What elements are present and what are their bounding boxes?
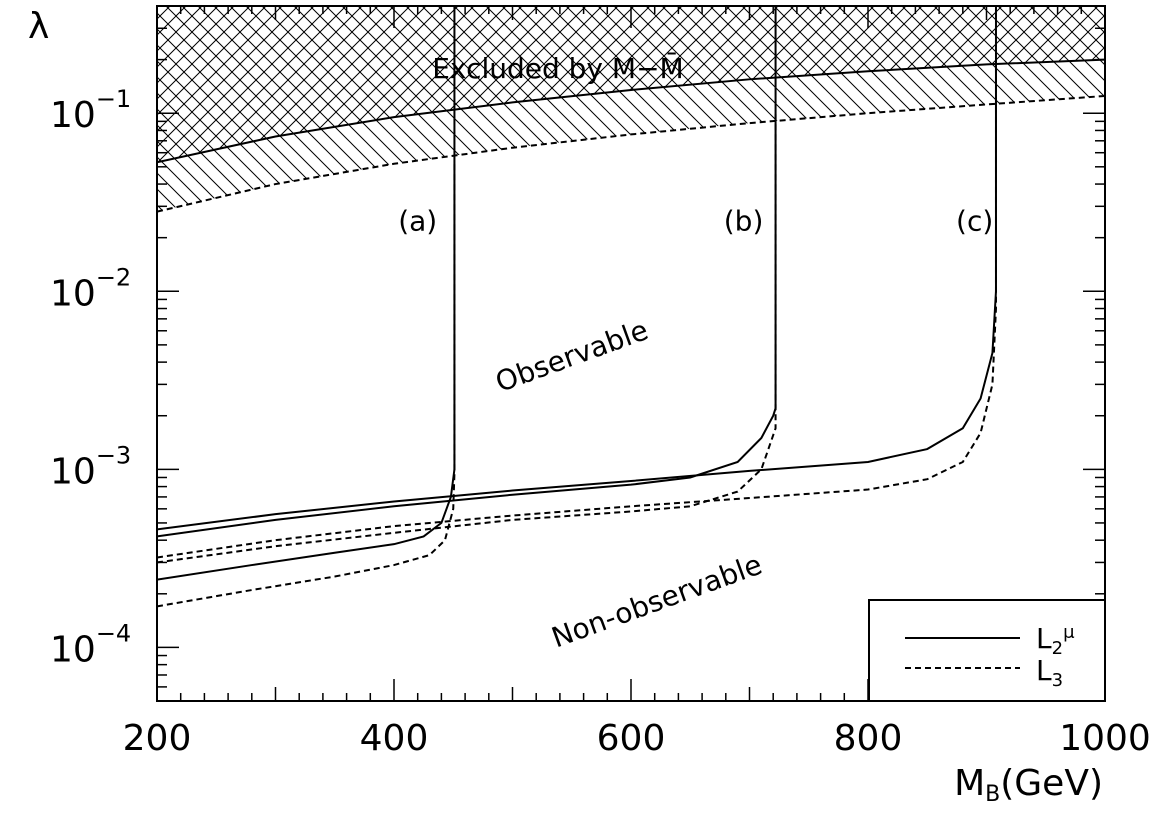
x-axis-title-rest: (GeV) xyxy=(1000,763,1103,804)
excluded-label: Excluded by M−M̄ xyxy=(432,51,683,85)
x-axis-title: MB(GeV) xyxy=(954,763,1103,807)
x-axis-title-main: M xyxy=(954,763,985,804)
y-axis-title: λ xyxy=(28,6,49,47)
y-tick-label: 10−1 xyxy=(50,85,131,136)
legend: L2μ L3 xyxy=(869,600,1105,701)
x-tick-label: 600 xyxy=(597,718,666,759)
non-observable-label: Non-observable xyxy=(547,548,766,655)
y-tick-label: 10−4 xyxy=(50,619,131,670)
x-tick-label: 800 xyxy=(834,718,903,759)
x-axis-title-sub: B xyxy=(985,782,1000,807)
x-tick-label: 200 xyxy=(123,718,192,759)
x-tick-labels: 200 400 600 800 1000 xyxy=(123,718,1151,759)
y-tick-labels: 10−4 10−3 10−2 10−1 xyxy=(50,85,131,670)
curve-labels: (a) (b) (c) xyxy=(398,204,993,237)
x-tick-label: 1000 xyxy=(1059,718,1151,759)
legend-box xyxy=(869,600,1105,701)
curve-label: (b) xyxy=(724,204,764,237)
curve-label: (a) xyxy=(398,204,437,237)
x-tick-label: 400 xyxy=(360,718,429,759)
observable-label: Observable xyxy=(491,313,652,399)
y-tick-label: 10−2 xyxy=(50,263,131,314)
y-tick-label: 10−3 xyxy=(50,441,131,492)
curve-label: (c) xyxy=(956,204,993,237)
